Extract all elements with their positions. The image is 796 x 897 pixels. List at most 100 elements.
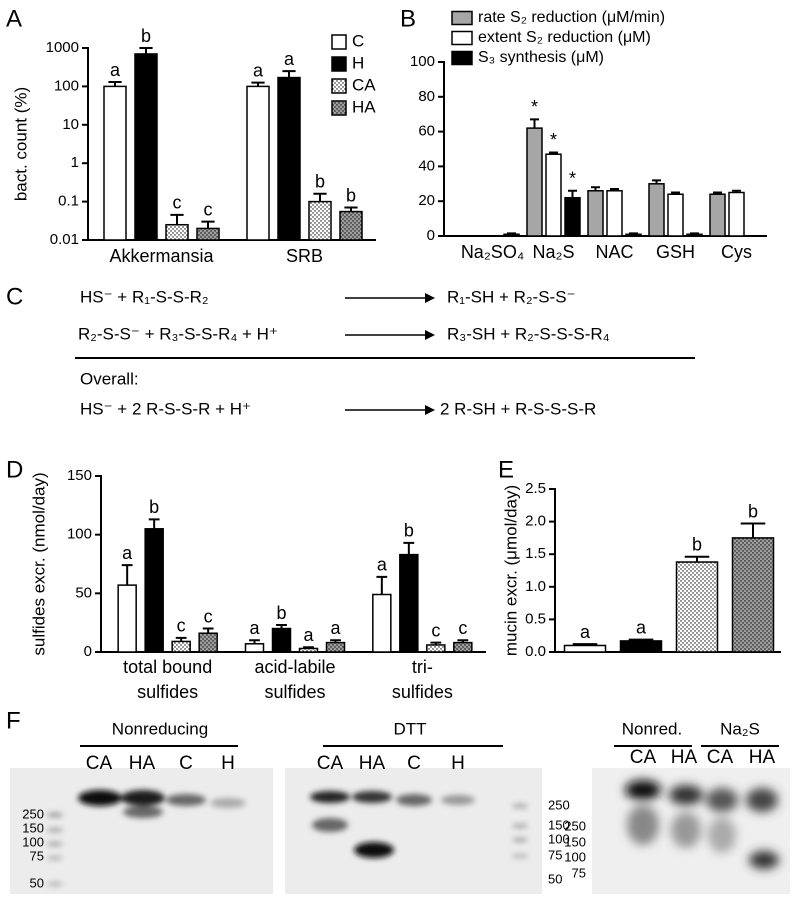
bar-annotation: a <box>110 60 121 80</box>
bar <box>563 644 607 653</box>
error-bar <box>148 518 160 529</box>
y-tick-label: 150 <box>67 467 92 484</box>
y-tick-label: 2.0 <box>525 513 546 530</box>
blot-panel: F Nonreducing CA HA C H 250 150 100 75 5… <box>6 707 790 894</box>
bar-annotation: * <box>531 97 538 117</box>
bar-annotation: b <box>748 501 758 521</box>
panel-letter: F <box>6 707 21 734</box>
error-bar <box>572 643 598 646</box>
bar-annotation: b <box>346 185 356 205</box>
bar-annotation: c <box>173 193 182 213</box>
error-bar <box>652 179 661 184</box>
x-tick-label: Cys <box>721 242 752 262</box>
error-bar <box>549 151 558 155</box>
error-bar <box>740 522 766 538</box>
legend-swatch <box>451 10 473 26</box>
error-bar <box>249 639 260 644</box>
legend-label: C <box>352 31 364 50</box>
bar <box>271 627 292 653</box>
x-tick-label: GSH <box>656 242 695 262</box>
error-bar <box>202 627 214 634</box>
bar <box>526 127 543 237</box>
error-bar <box>175 636 187 642</box>
marker-label: 75 <box>548 847 562 862</box>
blot-bands <box>47 790 246 886</box>
arrow-head <box>425 405 435 415</box>
error-bar <box>507 232 516 235</box>
bar <box>625 233 642 237</box>
error-bar <box>530 118 539 129</box>
bar <box>165 223 189 241</box>
legend-label: H <box>352 53 364 72</box>
bar <box>728 191 745 237</box>
bar-annotation: a <box>284 49 295 69</box>
bar-annotation: a <box>330 618 341 638</box>
marker-label: 250 <box>22 806 44 821</box>
y-tick-label: 10 <box>62 116 79 133</box>
bar <box>686 233 703 237</box>
bar-annotation: b <box>141 26 151 46</box>
bar-annotation: * <box>569 169 576 189</box>
error-bar <box>457 639 469 643</box>
error-bar <box>108 81 122 87</box>
error-bar <box>568 189 577 198</box>
lane-label: HA <box>129 753 156 774</box>
reaction-right: 2 R-SH + R-S-S-S-R <box>440 399 596 418</box>
error-bar <box>344 206 358 212</box>
bar <box>103 85 127 241</box>
legend-swatch <box>331 56 347 72</box>
error-bar <box>591 186 600 191</box>
y-tick-label: 0 <box>427 227 435 244</box>
x-tick-label: Akkermansia <box>109 246 214 266</box>
x-tick-label: Na₂SO₄ <box>461 242 524 262</box>
bar <box>246 85 270 241</box>
reaction-right: R₃-SH + R₂-S-S-S-R₄ <box>447 324 610 343</box>
group-label: Na₂S <box>720 719 760 738</box>
bar <box>244 643 265 653</box>
bar-annotation: a <box>303 625 314 645</box>
lane-label: H <box>451 753 465 774</box>
y-tick-label: 100 <box>410 53 435 70</box>
error-bar <box>330 639 341 643</box>
panel-letter: B <box>400 5 416 32</box>
chart-panel: D 0 50 100 150 sulfides excr. (nmol/day) total… <box>6 456 486 702</box>
bar <box>731 537 775 653</box>
y-tick-label: 80 <box>418 88 435 105</box>
bar-annotation: c <box>458 618 467 638</box>
panel-letter: E <box>498 456 514 483</box>
y-tick-label: 0.1 <box>58 193 79 210</box>
error-bar <box>684 555 710 563</box>
group-label: DTT <box>393 719 426 738</box>
x-tick-label: total bound <box>123 657 212 677</box>
reaction-right: R₁-SH + R₂-S-S⁻ <box>447 287 576 306</box>
bar <box>453 641 473 653</box>
error-bar <box>170 213 184 225</box>
x-tick-label: sulfides <box>137 682 198 702</box>
panel-letter: A <box>6 5 22 32</box>
y-tick-label: 0.5 <box>525 610 546 627</box>
error-bar <box>732 189 741 193</box>
y-tick-label: 40 <box>418 157 435 174</box>
x-tick-label: tri- <box>412 657 433 677</box>
y-tick-label: 100 <box>67 526 92 543</box>
bar-annotation: b <box>404 521 414 541</box>
reaction-left: R₂-S-S⁻ + R₃-S-S-R₄ + H⁺ <box>78 324 278 343</box>
arrow-head <box>425 293 435 303</box>
panel-letter: C <box>6 283 23 310</box>
bar <box>675 561 719 653</box>
bar <box>117 584 137 653</box>
marker-label: 50 <box>548 871 562 886</box>
y-tick-label: 0.01 <box>50 231 79 248</box>
error-bar <box>629 232 638 235</box>
error-bar <box>251 81 265 87</box>
bar-annotation: b <box>276 603 286 623</box>
marker-label: 75 <box>30 848 44 863</box>
reaction-scheme: C HS⁻ + R₁-S-S-R₂ R₁-SH + R₂-S-S⁻ R₂-S-S… <box>6 283 695 418</box>
chart-panel: A 0.01 0.1 1 10 100 1000 bact. count (%) Akkerma… <box>6 5 376 265</box>
lane-label: CA <box>707 747 734 768</box>
bar <box>503 233 520 237</box>
error-bar <box>403 541 415 555</box>
bar-annotation: a <box>580 622 591 642</box>
